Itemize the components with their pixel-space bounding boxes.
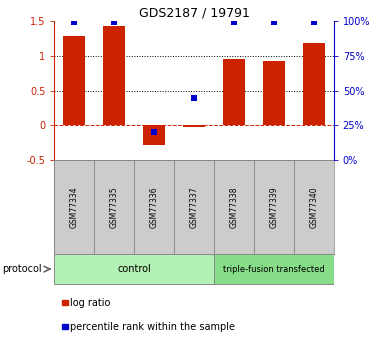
Text: GSM77339: GSM77339 bbox=[269, 186, 278, 228]
Bar bbox=[294, 160, 334, 254]
Bar bbox=[183, 126, 205, 127]
Bar bbox=[134, 160, 174, 254]
Bar bbox=[214, 160, 254, 254]
Text: GSM77340: GSM77340 bbox=[309, 186, 318, 228]
Text: GSM77336: GSM77336 bbox=[150, 186, 159, 228]
Bar bbox=[54, 254, 214, 284]
Bar bbox=[63, 36, 85, 126]
Bar bbox=[223, 59, 245, 126]
Bar bbox=[174, 160, 214, 254]
Bar bbox=[263, 60, 285, 126]
Bar bbox=[103, 26, 125, 126]
Text: triple-fusion transfected: triple-fusion transfected bbox=[223, 265, 325, 274]
Text: GSM77334: GSM77334 bbox=[70, 186, 79, 228]
Bar bbox=[54, 160, 94, 254]
Bar bbox=[254, 160, 294, 254]
Bar bbox=[143, 126, 165, 145]
Bar bbox=[214, 254, 334, 284]
Text: GSM77337: GSM77337 bbox=[189, 186, 199, 228]
Bar bbox=[94, 160, 134, 254]
Text: GSM77338: GSM77338 bbox=[229, 186, 238, 228]
Text: GSM77335: GSM77335 bbox=[110, 186, 119, 228]
Text: protocol: protocol bbox=[2, 264, 42, 274]
Text: log ratio: log ratio bbox=[70, 298, 110, 308]
Text: percentile rank within the sample: percentile rank within the sample bbox=[70, 323, 235, 332]
Title: GDS2187 / 19791: GDS2187 / 19791 bbox=[139, 7, 249, 20]
Text: control: control bbox=[117, 264, 151, 274]
Bar bbox=[303, 43, 325, 126]
